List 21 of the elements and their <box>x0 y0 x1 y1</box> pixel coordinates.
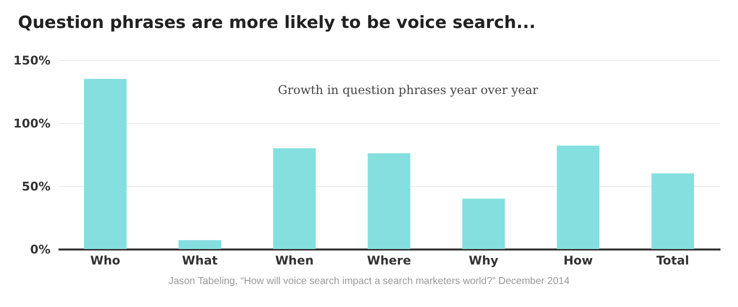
bar <box>84 78 127 249</box>
chart-title: Question phrases are more likely to be voice search... <box>18 13 536 33</box>
x-tick-label: Why <box>468 254 499 268</box>
x-tick-label: Where <box>367 254 411 268</box>
bar <box>273 148 316 249</box>
y-tick-label: 150% <box>13 54 50 68</box>
y-tick-label: 100% <box>13 116 50 130</box>
y-tick-label: 50% <box>22 180 50 194</box>
x-tick-label: How <box>563 254 593 268</box>
bar <box>368 153 410 249</box>
x-tick-label: What <box>182 254 218 268</box>
y-tick-label: 0% <box>30 242 50 256</box>
bar <box>462 198 505 249</box>
text: Jason Tabeling, “How will voice search impact a search marketers world?” December 2014 <box>167 276 571 287</box>
x-tick-label: Total <box>656 254 690 268</box>
bar <box>178 240 222 249</box>
x-tick-label: Who <box>90 254 120 268</box>
annotation: Growth in question phrases year over year <box>278 83 538 97</box>
bar <box>651 173 694 249</box>
bar <box>556 146 600 249</box>
x-tick-label: When <box>275 254 314 268</box>
